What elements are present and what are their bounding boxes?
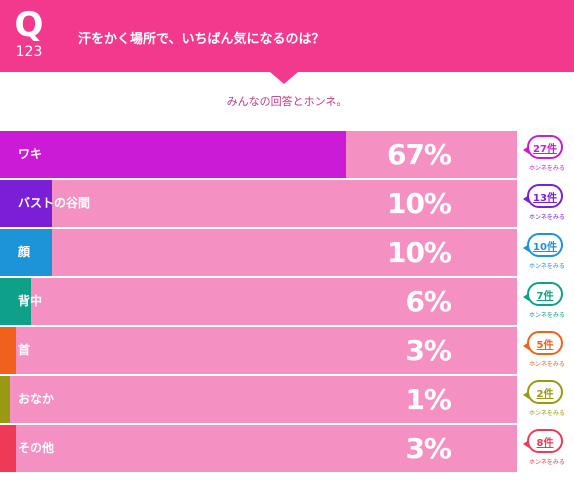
result-label: バストの谷間 (18, 196, 91, 210)
result-bar-fill (0, 229, 52, 276)
answer-count[interactable]: 5件 (536, 340, 554, 351)
answer-count[interactable]: 2件 (536, 389, 554, 400)
result-label: その他 (18, 441, 55, 455)
question-text: 汗をかく場所で、いちばん気になるのは？ (78, 32, 325, 47)
result-row-other: その他 3% 8件 ホンネをみる (0, 425, 574, 474)
answer-count[interactable]: 13件 (533, 193, 557, 204)
result-label: おなか (18, 392, 55, 406)
result-label: 背中 (18, 294, 43, 308)
speech-tail-icon (523, 391, 529, 399)
result-percent: 6% (405, 285, 452, 318)
question-badge: Q 123 (12, 6, 46, 64)
see-answers-link[interactable]: ホンネをみる (529, 459, 565, 466)
answer-count-button[interactable]: 2件 (523, 380, 563, 404)
result-percent: 3% (405, 432, 452, 465)
see-answers-link[interactable]: ホンネをみる (529, 263, 565, 270)
result-bar-fill (0, 131, 346, 178)
result-bar-fill (0, 278, 31, 325)
answer-count[interactable]: 27件 (533, 144, 557, 155)
result-label: ワキ (18, 147, 43, 161)
answer-count-button[interactable]: 8件 (523, 429, 563, 453)
results-subtitle: みんなの回答とホンネ。 (226, 95, 348, 108)
see-answers-link[interactable]: ホンネをみる (529, 361, 565, 368)
result-bar-track: 背中 6% (0, 278, 517, 325)
result-row-waki: ワキ 67% 27件 ホンネをみる (0, 131, 574, 180)
see-answers-link[interactable]: ホンネをみる (529, 214, 565, 221)
answer-count-button[interactable]: 27件 (523, 135, 563, 159)
q-letter: Q (14, 5, 44, 45)
result-bar-track: 顔 10% (0, 229, 517, 276)
speech-tail-icon (523, 293, 529, 301)
answer-count-button[interactable]: 10件 (523, 233, 563, 257)
question-header: Q 123 汗をかく場所で、いちばん気になるのは？ (0, 0, 574, 72)
answer-count-button[interactable]: 13件 (523, 184, 563, 208)
see-answers-link[interactable]: ホンネをみる (529, 165, 565, 172)
result-row-bust: バストの谷間 10% 13件 ホンネをみる (0, 180, 574, 229)
result-bar-fill (0, 180, 52, 227)
see-answers-link[interactable]: ホンネをみる (529, 312, 565, 319)
see-answers-link[interactable]: ホンネをみる (529, 410, 565, 417)
result-bar-fill (0, 327, 16, 374)
question-number: 123 (15, 44, 43, 60)
speech-tail-icon (523, 146, 529, 154)
answer-count[interactable]: 8件 (536, 438, 554, 449)
answer-count[interactable]: 7件 (536, 291, 554, 302)
result-percent: 3% (405, 334, 452, 367)
answer-count-button[interactable]: 5件 (523, 331, 563, 355)
result-percent: 67% (386, 138, 452, 171)
result-percent: 10% (386, 187, 452, 220)
result-bar-fill (0, 425, 16, 472)
speech-tail-icon (523, 440, 529, 448)
result-bar-track: ワキ 67% (0, 131, 517, 178)
result-label: 顔 (18, 245, 31, 259)
result-row-face: 顔 10% 10件 ホンネをみる (0, 229, 574, 278)
header-pointer (270, 72, 298, 84)
result-row-belly: おなか 1% 2件 ホンネをみる (0, 376, 574, 425)
speech-tail-icon (523, 195, 529, 203)
result-percent: 10% (386, 236, 452, 269)
speech-tail-icon (523, 342, 529, 350)
result-bar-track: おなか 1% (0, 376, 517, 423)
result-bar-fill (0, 376, 10, 423)
result-bar-track: バストの谷間 10% (0, 180, 517, 227)
result-row-back: 背中 6% 7件 ホンネをみる (0, 278, 574, 327)
speech-tail-icon (523, 244, 529, 252)
result-bar-track: 首 3% (0, 327, 517, 374)
result-bar-track: その他 3% (0, 425, 517, 472)
results-list: ワキ 67% 27件 ホンネをみる バストの谷間 10% 13件 ホンネをみる … (0, 131, 574, 474)
answer-count-button[interactable]: 7件 (523, 282, 563, 306)
result-label: 首 (18, 343, 31, 357)
answer-count[interactable]: 10件 (533, 242, 557, 253)
result-percent: 1% (405, 383, 452, 416)
result-row-neck: 首 3% 5件 ホンネをみる (0, 327, 574, 376)
